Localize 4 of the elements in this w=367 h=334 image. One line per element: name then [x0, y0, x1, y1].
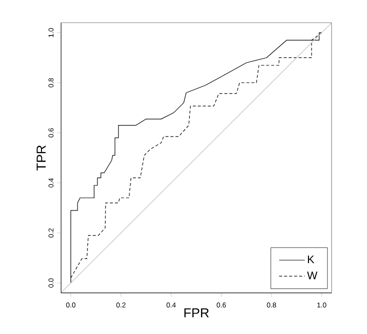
x-axis-title: FPR — [184, 308, 209, 318]
y-axis-title: TPR — [36, 145, 46, 171]
legend-label: K — [308, 256, 314, 264]
legend-label: W — [307, 272, 318, 280]
